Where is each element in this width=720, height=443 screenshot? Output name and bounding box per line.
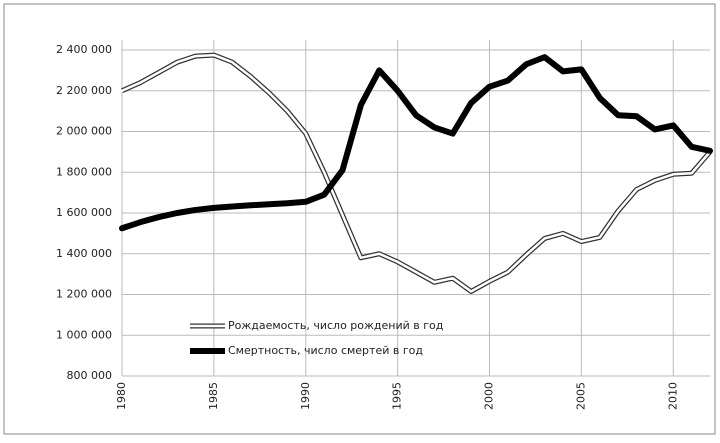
x-tick-label: 1980 bbox=[115, 382, 128, 410]
x-tick-label: 2005 bbox=[574, 382, 587, 410]
legend-label: Смертность, число смертей в год bbox=[228, 344, 423, 357]
series-line bbox=[120, 53, 712, 293]
y-tick-label: 800 000 bbox=[67, 369, 113, 382]
x-tick-label: 2000 bbox=[483, 382, 496, 410]
y-tick-label: 1 800 000 bbox=[56, 165, 112, 178]
x-tick-label: 1985 bbox=[207, 382, 220, 410]
y-tick-label: 1 000 000 bbox=[56, 328, 112, 341]
x-tick-label: 2010 bbox=[666, 382, 679, 410]
y-tick-label: 2 200 000 bbox=[56, 84, 112, 97]
y-tick-label: 1 600 000 bbox=[56, 206, 112, 219]
y-tick-label: 1 400 000 bbox=[56, 247, 112, 260]
series-line bbox=[119, 54, 713, 232]
y-tick-label: 2 000 000 bbox=[56, 125, 112, 138]
legend-label: Рождаемость, число рождений в год bbox=[228, 319, 444, 332]
x-tick-label: 1995 bbox=[391, 382, 404, 410]
y-tick-label: 2 400 000 bbox=[56, 43, 112, 56]
x-tick-label: 1990 bbox=[299, 382, 312, 410]
y-tick-label: 1 200 000 bbox=[56, 288, 112, 301]
